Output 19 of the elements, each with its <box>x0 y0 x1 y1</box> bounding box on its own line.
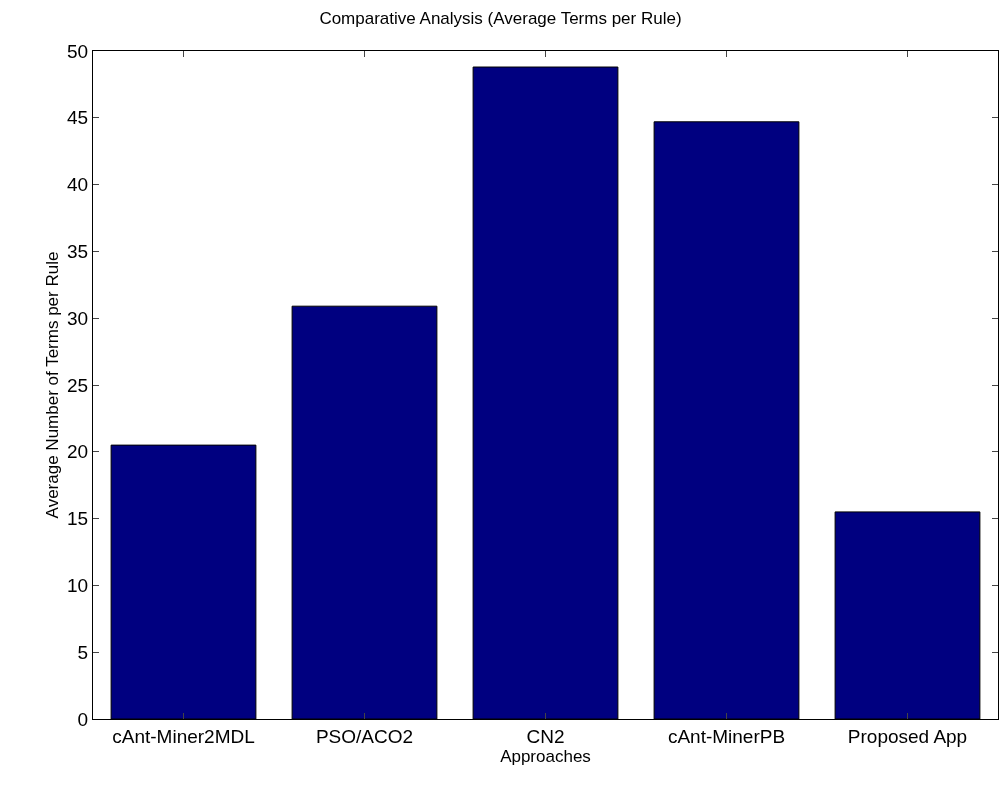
y-tick-label: 35 <box>67 241 89 263</box>
y-tick-label: 15 <box>67 508 89 530</box>
y-tick-label: 25 <box>67 374 89 396</box>
y-tick-label: 10 <box>67 575 89 597</box>
y-tick-label: 30 <box>67 307 89 329</box>
x-tick-label: PSO/ACO2 <box>315 725 414 747</box>
x-tick-label: cAnt-Miner2MDL <box>112 725 255 747</box>
x-tick-label: Proposed App <box>847 725 968 747</box>
x-tick-label: CN2 <box>526 725 565 747</box>
y-tick-label: 40 <box>67 174 89 196</box>
x-axis-title: Approaches <box>500 746 591 766</box>
y-axis-title: Average Number of Terms per Rule <box>42 251 62 519</box>
y-tick-label: 5 <box>77 641 89 663</box>
chart-title: Comparative Analysis (Average Terms per Rule) <box>319 8 682 28</box>
y-tick-label: 0 <box>77 708 89 730</box>
y-tick-label: 20 <box>67 441 89 463</box>
x-tick-label: cAnt-MinerPB <box>667 725 786 747</box>
y-tick-label: 50 <box>67 40 89 62</box>
y-tick-label: 45 <box>67 107 89 129</box>
